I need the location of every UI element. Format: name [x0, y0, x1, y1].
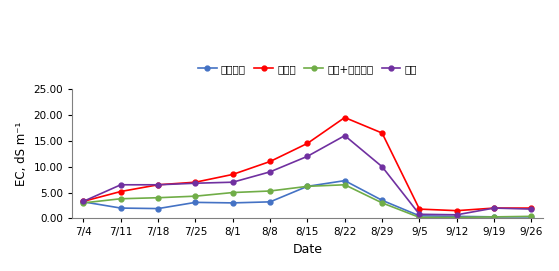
무처리 [304, 142, 311, 145]
석고 [453, 213, 460, 217]
석고+심토파켄 [192, 195, 199, 198]
심토파켄 [229, 201, 236, 205]
심토파켄 [491, 215, 498, 218]
석고 [379, 165, 386, 168]
무처리 [117, 190, 124, 193]
Line: 석고+심토파켄: 석고+심토파켄 [81, 182, 534, 220]
심토파켄 [453, 215, 460, 218]
심토파켄 [155, 207, 162, 210]
석고 [80, 200, 87, 203]
무처리 [379, 131, 386, 135]
심토파켄 [342, 179, 348, 182]
X-axis label: Date: Date [292, 243, 323, 256]
심토파켄 [304, 185, 311, 188]
석고 [267, 170, 273, 173]
무처리 [491, 207, 498, 210]
석고+심토파켄 [229, 191, 236, 194]
석고+심토파켄 [117, 197, 124, 200]
Line: 심토파켄: 심토파켄 [81, 178, 534, 219]
석고+심토파켄 [267, 189, 273, 193]
무처리 [267, 160, 273, 163]
무처리 [155, 183, 162, 186]
심토파켄 [379, 199, 386, 202]
Line: 석고: 석고 [81, 133, 534, 217]
무처리 [80, 200, 87, 203]
무처리 [342, 116, 348, 119]
석고 [117, 183, 124, 186]
석고+심토파켄 [528, 215, 535, 218]
석고+심토파켄 [453, 216, 460, 219]
Line: 무처리: 무처리 [81, 115, 534, 213]
Legend: 심토파켄, 무처리, 석고+심토파켄, 석고: 심토파켄, 무처리, 석고+심토파켄, 석고 [196, 62, 419, 76]
무처리 [528, 207, 535, 210]
무처리 [229, 173, 236, 176]
석고+심토파켄 [304, 185, 311, 188]
석고 [192, 182, 199, 185]
석고 [491, 207, 498, 210]
석고 [229, 180, 236, 184]
무처리 [192, 180, 199, 184]
석고 [416, 213, 423, 216]
석고+심토파켄 [416, 216, 423, 219]
무처리 [416, 208, 423, 211]
무처리 [453, 209, 460, 212]
심토파켄 [416, 214, 423, 217]
석고 [155, 183, 162, 186]
심토파켄 [267, 200, 273, 204]
심토파켄 [117, 207, 124, 210]
석고+심토파켄 [379, 201, 386, 205]
석고+심토파켄 [155, 196, 162, 199]
심토파켄 [192, 201, 199, 204]
석고 [342, 134, 348, 137]
석고 [528, 208, 535, 211]
석고+심토파켄 [491, 215, 498, 218]
석고+심토파켄 [80, 201, 87, 205]
석고+심토파켄 [342, 183, 348, 186]
심토파켄 [528, 215, 535, 218]
심토파켄 [80, 200, 87, 204]
Y-axis label: EC, dS m⁻¹: EC, dS m⁻¹ [15, 122, 28, 186]
석고 [304, 155, 311, 158]
